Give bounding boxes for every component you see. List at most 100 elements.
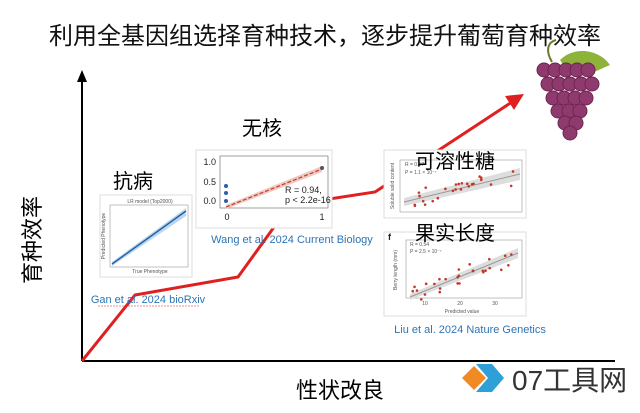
y-arrow: [77, 70, 87, 82]
point: [479, 178, 483, 182]
inset-length: f R = 0.54 P = 2.5 × 10⁻⁷ Berry length (…: [383, 231, 527, 317]
point: [423, 293, 427, 296]
trait-label: 可溶性糖: [415, 149, 495, 173]
point: [420, 298, 423, 301]
point: [509, 184, 513, 188]
point: [415, 289, 419, 292]
point: [472, 182, 475, 186]
inset-ytick: 0.5: [203, 177, 216, 187]
point: [418, 194, 421, 198]
citation: Gan et al. 2024 bioRxiv: [91, 294, 206, 306]
point: [417, 191, 421, 194]
grape: [578, 90, 594, 106]
point: [468, 263, 471, 266]
point: [465, 182, 469, 186]
inset-y-label: Soluble solid content: [390, 162, 396, 209]
inset-stat: R = 0.57: [405, 162, 424, 168]
point: [424, 282, 428, 286]
point: [454, 188, 457, 191]
point: [438, 290, 442, 294]
fit-line: [225, 168, 323, 208]
inset-stat: P = 2.5 × 10⁻⁷: [410, 249, 442, 255]
point: [454, 183, 458, 186]
x-axis-label: 性状改良: [296, 379, 384, 404]
panel-label: f: [388, 232, 392, 242]
inset-stat: R = 0.94,: [285, 185, 322, 195]
point: [438, 287, 442, 290]
point: [482, 270, 485, 274]
point: [444, 187, 447, 191]
point: [510, 253, 513, 256]
point: [424, 186, 428, 189]
inset-x-label: True Phenotype: [132, 269, 168, 275]
inset-stat: R = 0.54: [410, 242, 429, 248]
inset-plot: [219, 155, 329, 209]
inset-x-label: Predicted value: [445, 309, 480, 315]
watermark-text: 07工具网: [512, 365, 627, 396]
point: [224, 199, 228, 203]
inset-stat: P = 1.1 × 10⁻⁷: [405, 170, 437, 176]
point: [433, 282, 436, 286]
point: [411, 289, 415, 293]
inset-plot: [109, 204, 189, 268]
point: [431, 199, 435, 203]
point: [479, 176, 483, 180]
inset-sugar: R = 0.57 P = 1.1 × 10⁻⁷ Soluble solid co…: [383, 149, 527, 219]
trait-label: 果实长度: [415, 221, 495, 245]
point: [444, 277, 447, 281]
inset-y-label: Berry length (mm): [393, 250, 399, 290]
inset-xtick: 1: [319, 212, 324, 222]
point: [421, 199, 425, 203]
point: [467, 185, 471, 188]
trend-arrow: [505, 94, 524, 110]
inset-title: LR model (Top2000): [127, 199, 173, 205]
point: [438, 277, 441, 281]
point: [436, 196, 440, 200]
grape: [562, 125, 578, 141]
inset-ytick: 1.0: [203, 157, 216, 167]
inset-xtick: 0: [224, 212, 229, 222]
point: [224, 191, 228, 195]
point: [511, 170, 515, 173]
inset-xtick: 20: [457, 301, 463, 307]
trait-label: 无核: [242, 116, 282, 140]
inset-frame: [195, 149, 333, 229]
inset-wang: 1.0 0.5 0.0 0 1 R = 0.94, p < 2.2e-16: [195, 149, 333, 229]
point: [451, 189, 455, 193]
inset-plot: [399, 159, 523, 213]
point: [457, 268, 461, 271]
point: [489, 183, 493, 186]
logo-part: [462, 366, 486, 390]
point: [488, 266, 492, 270]
title: 利用全基因组选择育种技术，逐步提升葡萄育种效率: [49, 22, 601, 50]
fit-line: [403, 173, 521, 203]
point: [320, 166, 324, 170]
point: [460, 181, 464, 185]
point: [457, 182, 461, 186]
trait-label: 抗病: [113, 169, 153, 193]
point: [224, 184, 228, 188]
point: [413, 285, 416, 289]
ci-band: [404, 168, 520, 206]
watermark: 07工具网: [462, 364, 627, 396]
stem: [547, 39, 557, 63]
inset-xtick: 30: [492, 301, 498, 307]
point: [471, 269, 475, 273]
logo-part: [476, 364, 504, 392]
point: [458, 282, 461, 285]
fit-line: [409, 252, 519, 298]
point: [484, 269, 487, 272]
inset-ytick: 0.0: [203, 196, 216, 206]
point: [423, 203, 427, 206]
inset-xtick: 10: [422, 301, 428, 307]
point: [507, 263, 510, 267]
fit-line: [111, 210, 187, 265]
grape: [584, 76, 600, 92]
inset-y-label: Predicted Phenotype: [101, 213, 107, 260]
inset-frame: [383, 231, 527, 317]
inset-gan: LR model (Top2000) Predicted Phenotype T…: [99, 194, 193, 278]
point: [503, 254, 507, 258]
point: [456, 282, 459, 285]
ci-band: [410, 248, 518, 300]
